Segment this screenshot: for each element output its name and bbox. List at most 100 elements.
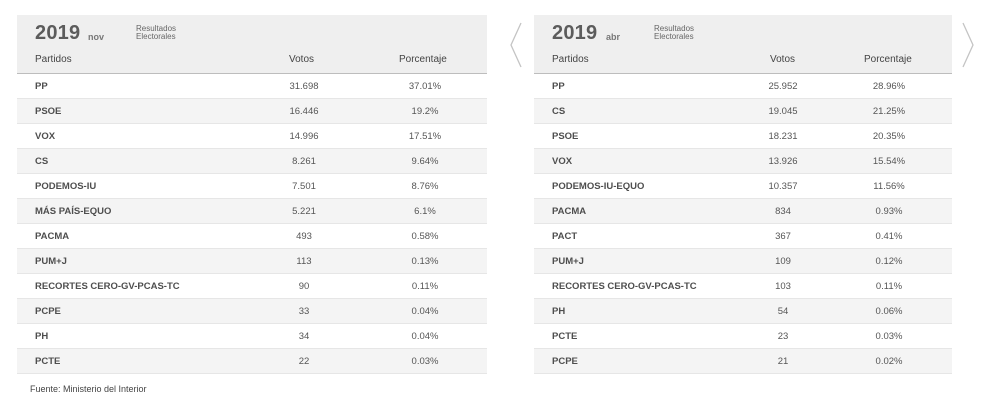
table-row: PH 34 0.04% <box>17 324 487 349</box>
party-name: PCPE <box>552 356 578 367</box>
vote-count: 19.045 <box>768 106 798 117</box>
vote-count: 16.446 <box>289 106 319 117</box>
column-header-party: Partidos <box>35 54 72 65</box>
vote-percentage: 6.1% <box>414 206 436 217</box>
vote-count: 31.698 <box>289 81 319 92</box>
next-chevron-button[interactable] <box>961 21 975 69</box>
table-row: PUM+J 109 0.12% <box>534 249 952 274</box>
chevron-right-icon <box>962 22 974 68</box>
vote-count: 8.261 <box>292 156 316 167</box>
party-name: PACT <box>552 231 578 242</box>
table-row: PSOE 16.446 19.2% <box>17 99 487 124</box>
vote-percentage: 0.04% <box>411 306 439 317</box>
party-name: RECORTES CERO-GV-PCAS-TC <box>35 281 180 292</box>
vote-percentage: 9.64% <box>411 156 439 167</box>
table-row: VOX 13.926 15.54% <box>534 149 952 174</box>
party-name: PH <box>35 331 49 342</box>
table-row: PH 54 0.06% <box>534 299 952 324</box>
vote-count: 22 <box>298 356 310 367</box>
results-panel-2019-abr: 2019 abr Resultados Electorales Partidos… <box>534 15 952 374</box>
vote-count: 109 <box>775 256 791 267</box>
party-name: PP <box>35 81 48 92</box>
vote-count: 7.501 <box>292 181 316 192</box>
party-name: CS <box>552 106 566 117</box>
party-name: CS <box>35 156 49 167</box>
table-row: MÁS PAÍS-EQUO 5.221 6.1% <box>17 199 487 224</box>
vote-count: 34 <box>298 331 310 342</box>
vote-count: 367 <box>775 231 791 242</box>
vote-percentage: 17.51% <box>408 131 442 142</box>
vote-percentage: 0.12% <box>875 256 903 267</box>
vote-percentage: 8.76% <box>411 181 439 192</box>
table-row: PSOE 18.231 20.35% <box>534 124 952 149</box>
column-header-percentage: Porcentaje <box>864 54 912 65</box>
vote-percentage: 0.03% <box>875 331 903 342</box>
table-row: CS 8.261 9.64% <box>17 149 487 174</box>
table-row: PUM+J 113 0.13% <box>17 249 487 274</box>
vote-percentage: 0.41% <box>875 231 903 242</box>
vote-percentage: 21.25% <box>872 106 906 117</box>
vote-percentage: 19.2% <box>411 106 439 117</box>
panel-header: 2019 nov Resultados Electorales Partidos… <box>17 15 487 74</box>
table-row: PODEMOS-IU-EQUO 10.357 11.56% <box>534 174 952 199</box>
vote-percentage: 20.35% <box>872 131 906 142</box>
party-name: PUM+J <box>35 256 67 267</box>
vote-percentage: 0.13% <box>411 256 439 267</box>
vote-count: 113 <box>296 256 312 267</box>
party-name: PUM+J <box>552 256 584 267</box>
results-caption: Resultados Electorales <box>136 24 177 41</box>
vote-count: 25.952 <box>768 81 798 92</box>
party-name: MÁS PAÍS-EQUO <box>35 206 112 217</box>
prev-chevron-button[interactable] <box>509 21 523 69</box>
column-header-party: Partidos <box>552 54 589 65</box>
party-name: PH <box>552 306 566 317</box>
vote-count: 54 <box>777 306 789 317</box>
vote-count: 493 <box>296 231 312 242</box>
month-label: abr <box>606 32 621 42</box>
table-row: PACMA 493 0.58% <box>17 224 487 249</box>
year-label: 2019 <box>552 22 598 44</box>
vote-percentage: 0.11% <box>411 281 439 292</box>
vote-percentage: 11.56% <box>873 181 905 192</box>
results-panel-2019-nov: 2019 nov Resultados Electorales Partidos… <box>17 15 487 374</box>
table-row: RECORTES CERO-GV-PCAS-TC 103 0.11% <box>534 274 952 299</box>
results-caption: Resultados Electorales <box>654 24 695 41</box>
table-row: RECORTES CERO-GV-PCAS-TC 90 0.11% <box>17 274 487 299</box>
table-row: PP 25.952 28.96% <box>534 74 952 99</box>
vote-percentage: 37.01% <box>408 81 442 92</box>
party-name: PSOE <box>35 106 62 117</box>
vote-count: 14.996 <box>289 131 319 142</box>
party-name: PP <box>552 81 565 92</box>
vote-count: 23 <box>777 331 789 342</box>
vote-percentage: 0.02% <box>875 356 903 367</box>
party-name: PCTE <box>35 356 61 367</box>
vote-count: 90 <box>298 281 310 292</box>
vote-count: 103 <box>775 281 791 292</box>
vote-count: 10.357 <box>768 181 798 192</box>
party-name: PACMA <box>552 206 587 217</box>
vote-percentage: 15.54% <box>872 156 906 167</box>
table-row: PACMA 834 0.93% <box>534 199 952 224</box>
party-name: PACMA <box>35 231 70 242</box>
results-table-body: PP 31.698 37.01% PSOE 16.446 19.2% VOX 14.996… <box>17 74 487 374</box>
party-name: VOX <box>552 156 573 167</box>
table-row: CS 19.045 21.25% <box>534 99 952 124</box>
source-note: Fuente: Ministerio del Interior <box>30 384 147 394</box>
chevron-left-icon <box>510 22 522 68</box>
table-row: PCTE 23 0.03% <box>534 324 952 349</box>
vote-count: 33 <box>298 306 310 317</box>
column-header-votes: Votos <box>289 54 315 65</box>
vote-percentage: 0.06% <box>875 306 903 317</box>
year-label: 2019 <box>35 22 81 44</box>
vote-percentage: 28.96% <box>872 81 906 92</box>
vote-count: 13.926 <box>768 156 798 167</box>
results-table-body: PP 25.952 28.96% CS 19.045 21.25% PSOE 18.231… <box>534 74 952 374</box>
column-header-percentage: Porcentaje <box>399 54 447 65</box>
vote-count: 5.221 <box>292 206 316 217</box>
party-name: RECORTES CERO-GV-PCAS-TC <box>552 281 697 292</box>
table-row: PODEMOS-IU 7.501 8.76% <box>17 174 487 199</box>
panel-header: 2019 abr Resultados Electorales Partidos… <box>534 15 952 74</box>
table-row: PACT 367 0.41% <box>534 224 952 249</box>
vote-percentage: 0.11% <box>875 281 903 292</box>
column-header-votes: Votos <box>770 54 796 65</box>
